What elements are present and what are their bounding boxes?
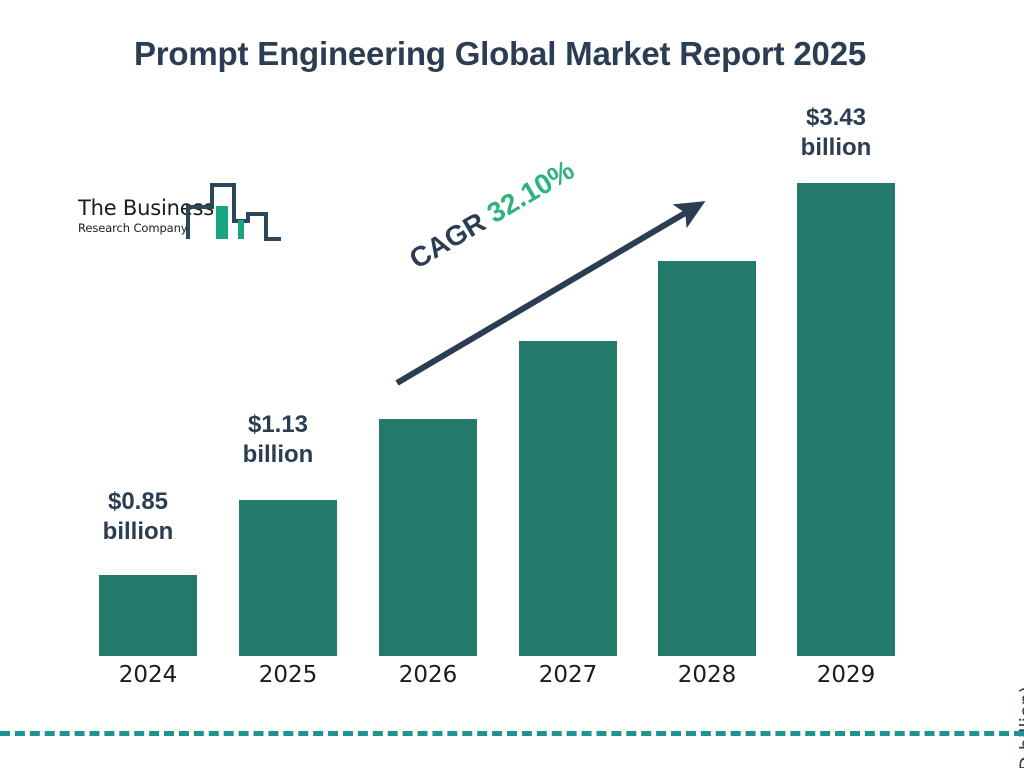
- cagr-value: 32.10%: [481, 154, 580, 229]
- bar-chart-outline-icon: [186, 183, 281, 241]
- logo-name-secondary: Research Company: [78, 221, 188, 235]
- bar-2025[interactable]: [239, 500, 337, 656]
- bar-value-label: $1.13 billion: [242, 411, 314, 468]
- bar-value-label: $3.43 billion: [800, 104, 872, 161]
- bar-2029[interactable]: [797, 183, 895, 656]
- company-logo: The Business Research Company: [78, 176, 283, 248]
- x-tick-2026: 2026: [398, 662, 458, 688]
- x-tick-2027: 2027: [538, 662, 598, 688]
- bar-2028[interactable]: [658, 261, 756, 656]
- logo-name-primary: The Business: [78, 196, 214, 220]
- logo-text: The Business Research Company: [78, 196, 214, 235]
- x-tick-2024: 2024: [118, 662, 178, 688]
- footer-divider: [0, 731, 1024, 736]
- y-axis-title: Market Size (in USD billion): [1016, 655, 1024, 768]
- cagr-label: CAGR: [404, 206, 491, 275]
- cagr-annotation: CAGR 32.10%: [404, 154, 580, 276]
- x-tick-2028: 2028: [677, 662, 737, 688]
- bar-2024[interactable]: [99, 575, 197, 656]
- page-title: Prompt Engineering Global Market Report …: [133, 35, 867, 72]
- bar-2026[interactable]: [379, 419, 477, 656]
- x-tick-2025: 2025: [258, 662, 318, 688]
- x-tick-2029: 2029: [816, 662, 876, 688]
- bar-value-label: $0.85 billion: [102, 488, 174, 545]
- bar-2027[interactable]: [519, 341, 617, 656]
